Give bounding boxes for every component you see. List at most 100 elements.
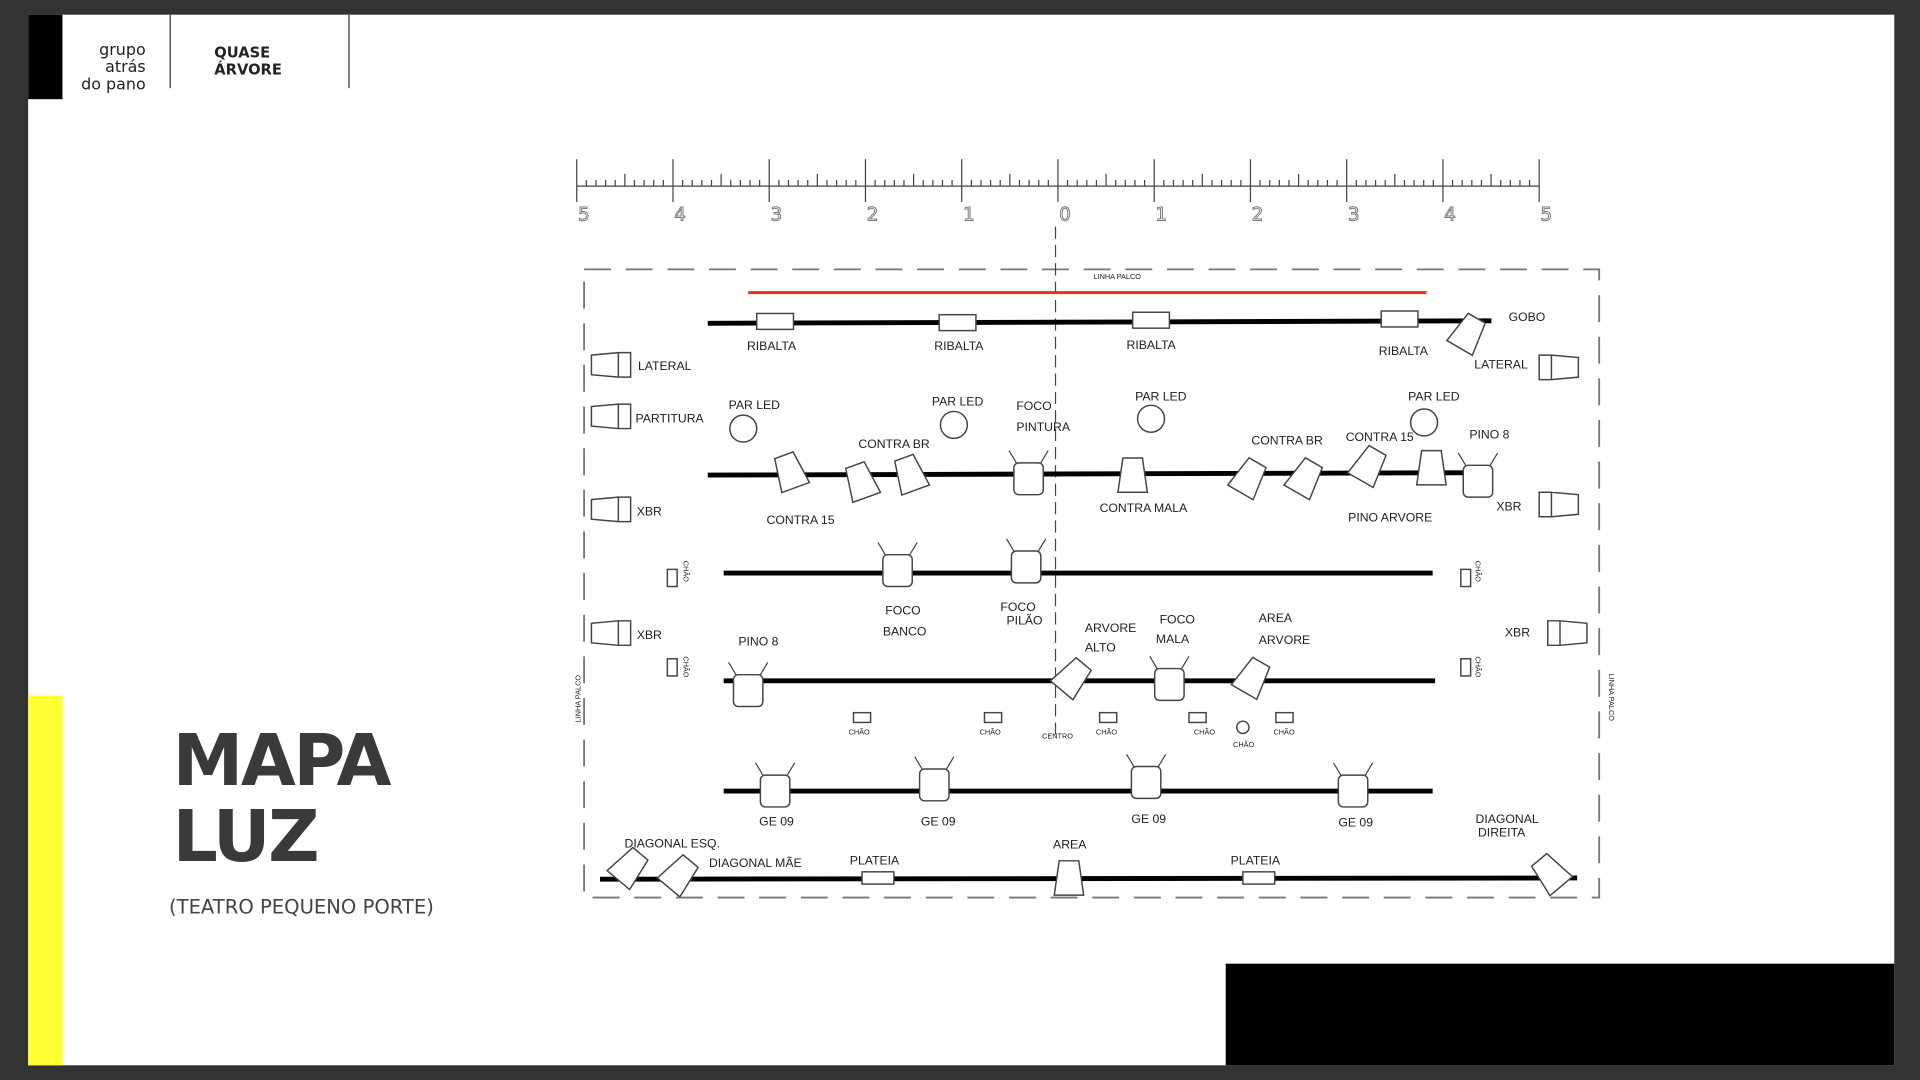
ruler-label: 3 (1348, 204, 1360, 225)
diagram-label: LINHA PALCO (1093, 272, 1141, 281)
project-text: ÁRVORE (214, 61, 282, 79)
diagram-label: CONTRA 15 (767, 513, 835, 527)
diagram-label: PARTITURA (636, 411, 705, 425)
diagram-label: AREA (1053, 838, 1087, 852)
diagram-label: PAR LED (1408, 389, 1460, 403)
diagram-label: BANCO (883, 625, 927, 639)
pc-fixture (1337, 774, 1369, 808)
spot-fixture (1117, 457, 1149, 493)
diagram-label: CHÃO (1233, 740, 1254, 749)
spot-fixture (773, 451, 811, 494)
diagram-label: RIBALTA (1127, 338, 1177, 352)
logo-block (28, 14, 63, 100)
side-lantern (1538, 491, 1580, 518)
floor-light (1098, 711, 1118, 724)
ruler-label: 5 (1540, 204, 1552, 225)
diagram-label: PAR LED (729, 398, 781, 412)
ruler-label: 5 (578, 204, 590, 225)
diagram-label: FOCO (885, 604, 920, 618)
diagram-label: FOCO (1016, 399, 1051, 413)
side-lantern (590, 620, 632, 647)
title: MAPA (173, 719, 392, 802)
spot-fixture (1230, 656, 1271, 701)
pc-barndoor (1006, 538, 1047, 552)
pc-fixture (732, 673, 764, 708)
diagram-label: XBR (1496, 500, 1521, 514)
diagram-label: PAR LED (1135, 389, 1187, 403)
ruler-label: 2 (1252, 204, 1264, 225)
ribalta (938, 313, 977, 332)
floor-light (983, 711, 1003, 724)
pc-fixture (1010, 550, 1042, 584)
diagram-label: DIAGONAL ESQ. (624, 836, 719, 850)
logo-text: atrás (105, 57, 146, 76)
side-lantern (1538, 354, 1580, 381)
ruler-label: 3 (770, 204, 782, 225)
diagram-label: CHÃO (1474, 561, 1483, 582)
pc-fixture (1462, 464, 1494, 498)
ribalta (1380, 310, 1419, 328)
ruler-label: 1 (963, 204, 975, 225)
pc-fixture (882, 553, 913, 588)
diagram-label: ARVORE (1085, 621, 1136, 635)
diagram-label: PLATEIA (1231, 853, 1281, 867)
spot-fixture (605, 846, 649, 891)
diagram-label: FOCO (1000, 600, 1035, 614)
diagram-label: CHÃO (1474, 656, 1483, 677)
par-led (729, 414, 758, 443)
diagram-label: LATERAL (638, 359, 692, 373)
pc-barndoor (877, 542, 918, 556)
diagram-label: PINO 8 (1469, 427, 1509, 441)
diagram-label: XBR (1505, 626, 1530, 640)
diagram-label: GOBO (1509, 310, 1546, 324)
diagram-label: XBR (637, 628, 662, 642)
floor-light (1275, 711, 1294, 724)
pc-barndoor (1126, 753, 1167, 767)
pc-barndoor (1457, 452, 1499, 466)
diagram-label: RIBALTA (747, 339, 797, 353)
spot-fixture (844, 460, 882, 504)
pc-barndoor (914, 756, 955, 770)
diagram-label: DIREITA (1478, 825, 1526, 839)
spot-fixture (893, 453, 931, 496)
ruler-label: 4 (1444, 204, 1456, 225)
ruler-label: 0 (1059, 204, 1071, 225)
spot-fixture (1049, 656, 1093, 701)
floor-light (1460, 568, 1472, 588)
diagram-label: CONTRA 15 (1346, 430, 1414, 444)
diagram-label: LINHA PALCO (573, 675, 582, 723)
diagram-label: CHÃO (681, 656, 690, 677)
diagram-label: DIAGONAL MÃE (709, 856, 802, 870)
pc-barndoor (728, 662, 769, 676)
diagram-label: LATERAL (1474, 358, 1528, 372)
diagram-label: MALA (1156, 632, 1190, 646)
diagram-label: GE 09 (759, 814, 794, 828)
par-led (1136, 404, 1166, 433)
diagram-label: CHÃO (849, 728, 870, 737)
diagram-label: CHÃO (681, 561, 690, 582)
logo-text: grupo (99, 40, 146, 59)
ruler-label: 2 (867, 204, 879, 225)
diagram-label: PILÃO (1007, 613, 1043, 627)
spot-fixture (1530, 852, 1574, 897)
side-lantern (590, 351, 632, 378)
diagram-label: PINO 8 (738, 634, 778, 648)
spot-fixture (656, 853, 700, 898)
pc-fixture (1013, 462, 1044, 496)
ribalta (756, 312, 795, 331)
ribalta (1131, 311, 1171, 329)
pc-barndoor (1008, 450, 1049, 464)
project-text: QUASE (214, 45, 270, 62)
diagram-label: CHÃO (1194, 728, 1215, 737)
diagram-label: CHÃO (980, 728, 1001, 737)
diagram-label: GE 09 (1131, 812, 1166, 826)
diagram-label: LINHA PALCO (1607, 673, 1616, 721)
ruler-label: 1 (1155, 204, 1167, 225)
par-led (1409, 408, 1439, 437)
pc-fixture (1130, 765, 1162, 800)
subtitle: (TEATRO PEQUENO PORTE) (169, 895, 434, 918)
logo-text: do pano (81, 74, 146, 93)
diagram-label: AREA (1259, 611, 1293, 625)
pc-fixture (918, 768, 950, 802)
